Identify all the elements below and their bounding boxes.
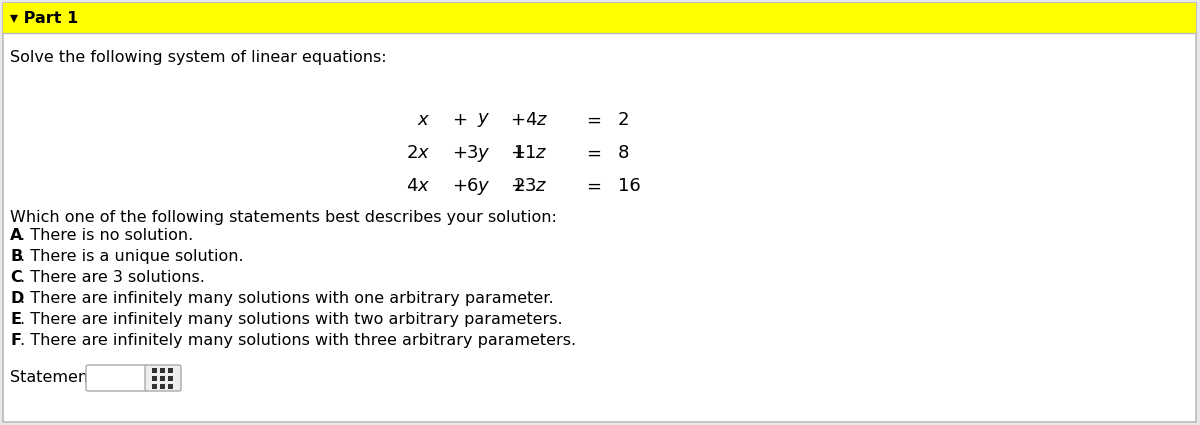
FancyBboxPatch shape [160, 383, 166, 388]
FancyBboxPatch shape [152, 376, 157, 380]
Text: D: D [10, 291, 23, 306]
Text: $+$: $+$ [510, 177, 526, 195]
Text: 16: 16 [618, 177, 641, 195]
Text: $\mathit{11z}$: $\mathit{11z}$ [514, 144, 548, 162]
Text: . There are 3 solutions.: . There are 3 solutions. [20, 270, 205, 285]
Text: Statement:: Statement: [10, 371, 100, 385]
Text: A: A [10, 228, 23, 243]
Text: . There is a unique solution.: . There is a unique solution. [20, 249, 244, 264]
Text: $+$: $+$ [452, 144, 468, 162]
FancyBboxPatch shape [152, 383, 157, 388]
FancyBboxPatch shape [160, 376, 166, 380]
Text: $\mathit{4x}$: $\mathit{4x}$ [406, 177, 430, 195]
Text: . There are infinitely many solutions with two arbitrary parameters.: . There are infinitely many solutions wi… [20, 312, 563, 327]
Text: 8: 8 [618, 144, 629, 162]
Text: $\mathit{x}$: $\mathit{x}$ [416, 111, 430, 129]
Text: $\mathit{y}$: $\mathit{y}$ [476, 111, 490, 129]
Text: $\mathit{4z}$: $\mathit{4z}$ [524, 111, 548, 129]
FancyBboxPatch shape [168, 383, 173, 388]
FancyBboxPatch shape [160, 368, 166, 372]
Text: $+$: $+$ [452, 111, 468, 129]
FancyBboxPatch shape [168, 376, 173, 380]
Text: $\mathit{6y}$: $\mathit{6y}$ [466, 176, 490, 196]
Text: $\mathit{2x}$: $\mathit{2x}$ [406, 144, 430, 162]
Text: $+$: $+$ [452, 177, 468, 195]
Text: C: C [10, 270, 22, 285]
Text: Which one of the following statements best describes your solution:: Which one of the following statements be… [10, 210, 557, 225]
Text: $=$: $=$ [583, 177, 601, 195]
Text: . There is no solution.: . There is no solution. [20, 228, 193, 243]
FancyBboxPatch shape [152, 368, 157, 372]
FancyBboxPatch shape [86, 365, 148, 391]
Text: $+$: $+$ [510, 111, 526, 129]
Text: $+$: $+$ [510, 144, 526, 162]
Text: $=$: $=$ [583, 144, 601, 162]
Text: E: E [10, 312, 22, 327]
Text: 2: 2 [618, 111, 630, 129]
FancyBboxPatch shape [168, 368, 173, 372]
FancyBboxPatch shape [145, 365, 181, 391]
Text: B: B [10, 249, 23, 264]
Text: $\mathit{23z}$: $\mathit{23z}$ [514, 177, 548, 195]
Text: ▾ Part 1: ▾ Part 1 [10, 11, 78, 26]
Text: . There are infinitely many solutions with one arbitrary parameter.: . There are infinitely many solutions wi… [20, 291, 553, 306]
Text: F: F [10, 333, 22, 348]
Text: . There are infinitely many solutions with three arbitrary parameters.: . There are infinitely many solutions wi… [20, 333, 576, 348]
Text: Solve the following system of linear equations:: Solve the following system of linear equ… [10, 50, 386, 65]
FancyBboxPatch shape [2, 3, 1196, 422]
FancyBboxPatch shape [2, 3, 1196, 33]
Text: $=$: $=$ [583, 111, 601, 129]
Text: $\mathit{3y}$: $\mathit{3y}$ [466, 142, 490, 164]
